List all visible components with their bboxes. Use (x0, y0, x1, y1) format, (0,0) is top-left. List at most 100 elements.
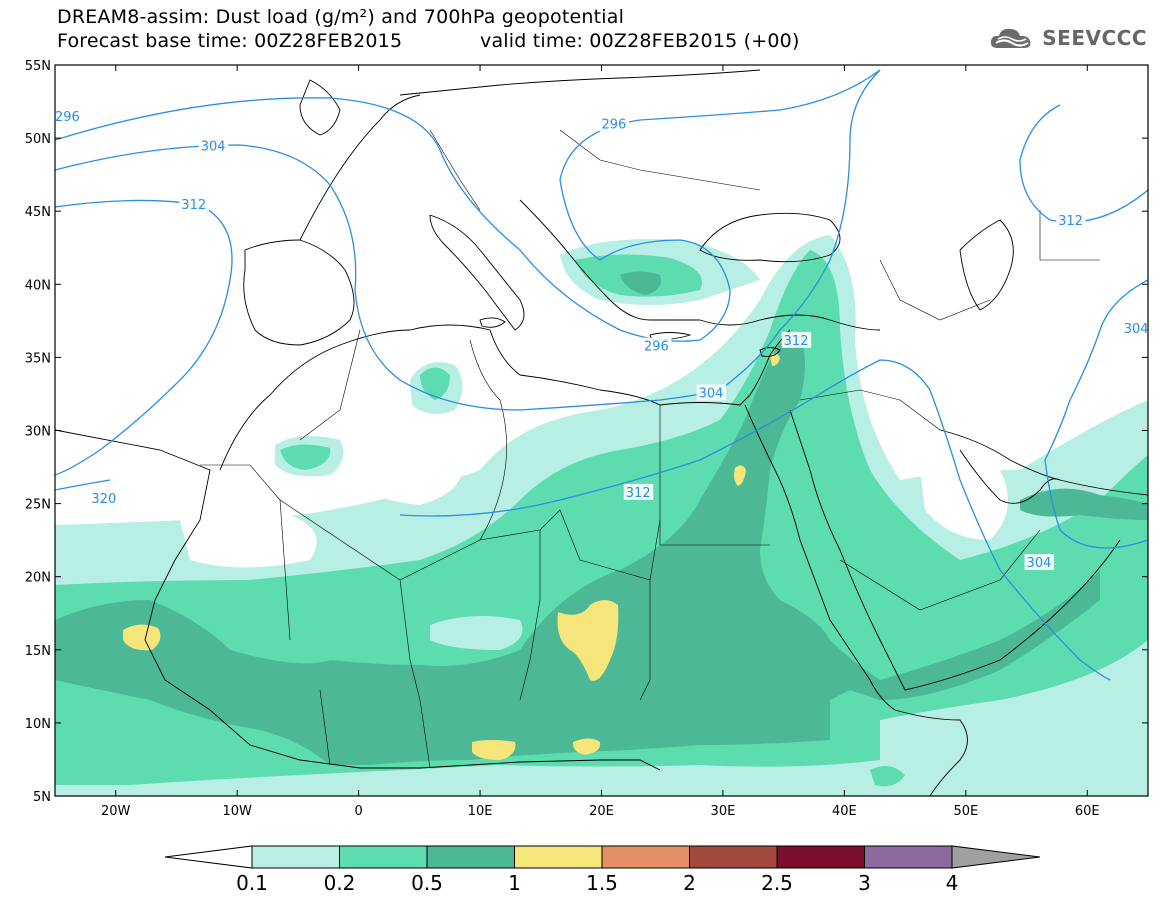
border (409, 659, 431, 769)
dust-gap-light (430, 616, 523, 650)
contour-label: 312 (1056, 211, 1086, 229)
border (299, 329, 361, 441)
lon-tick-label: 50E (953, 804, 978, 819)
dust-gap (920, 460, 1008, 540)
contour-labels: 296 296 296 304 304 304 304 312 312 312 312 320 (53, 108, 1152, 571)
dust-area-dark (55, 334, 1100, 765)
colorbar-swatch (864, 845, 953, 869)
coastline-sicily (479, 317, 506, 328)
contour-label-text: 312 (1058, 214, 1083, 229)
contour-label: 312 (781, 331, 812, 349)
colorbar-level-label: 0.2 (324, 871, 356, 895)
coastline-black-sea (699, 212, 841, 263)
contour-304 (55, 69, 881, 411)
lat-tick-label: 45N (25, 205, 51, 220)
dust-area-medium (55, 250, 1148, 785)
lat-tick-label: 50N (25, 132, 51, 147)
lon-tick-label: 40E (832, 804, 857, 819)
contour-label-text: 296 (602, 117, 627, 132)
border (200, 464, 291, 641)
coastline-france (299, 94, 421, 241)
lon-tick-label: 10E (468, 804, 493, 819)
lat-tick-label: 35N (25, 351, 51, 366)
colorbar-swatch (251, 845, 340, 869)
lat-tick-label: 10N (25, 717, 51, 732)
colorbar-level-label: 1.5 (586, 871, 618, 895)
lat-tick-label: 20N (25, 571, 51, 586)
contour-label: 304 (198, 137, 229, 154)
coastline-north-europe (399, 69, 761, 96)
coastline-red-sea-east (789, 409, 906, 691)
lon-tick-label: 10W (222, 804, 252, 819)
cloud-icon (991, 28, 1031, 48)
contour-label-text: 304 (201, 139, 226, 154)
forecast-base-time: Forecast base time: 00Z28FEB2015 (57, 30, 403, 52)
contour-label: 296 (53, 108, 83, 125)
dust-area-yellow (572, 738, 601, 755)
coastline-africa-west (55, 429, 661, 771)
contour-label: 320 (89, 489, 119, 507)
coastline-arabia-south (904, 539, 1121, 691)
contour-label: 296 (642, 337, 672, 355)
coastline-iberia (243, 239, 355, 346)
dust-load-field (55, 235, 1148, 796)
dust-gap (180, 511, 317, 568)
colorbar-swatch (776, 845, 865, 869)
dust-area-medium (420, 367, 450, 400)
contour-label: 304 (1024, 554, 1055, 571)
contour-label-text: 312 (626, 486, 651, 501)
contour-label-text: 320 (91, 492, 116, 507)
colorbar-level-label: 2.5 (761, 871, 793, 895)
border (429, 129, 481, 211)
contour-label: 304 (696, 384, 727, 401)
border (659, 405, 770, 546)
coastlines (55, 69, 1148, 796)
lat-tick-label: 25N (25, 498, 51, 513)
border (639, 580, 651, 701)
lat-tick-label: 30N (25, 425, 51, 440)
country-borders (200, 129, 1100, 769)
border (399, 509, 561, 581)
coastline-north-africa (219, 324, 751, 471)
contour-312-ne (1019, 104, 1148, 223)
border (519, 530, 541, 701)
contour-label-text: 304 (1027, 556, 1052, 571)
contour-label-text: 304 (699, 386, 724, 401)
lat-tick-label: 40N (25, 278, 51, 293)
colorbar-under-triangle (164, 845, 253, 869)
border (559, 509, 661, 581)
contour-312-main (399, 359, 1111, 681)
coastline-britain (299, 79, 341, 136)
border (839, 529, 1041, 611)
border (799, 389, 941, 431)
colorbar-swatch (514, 845, 603, 869)
dust-area-medium (870, 766, 905, 787)
coastline-red-sea-west (744, 404, 896, 711)
colorbar-swatch (339, 845, 428, 869)
colorbar-level-label: 2 (683, 871, 696, 895)
contour-label-text: 296 (55, 110, 80, 125)
colorbar-level-label: 4 (946, 871, 959, 895)
dust-gap (350, 448, 462, 505)
lon-tick-label: 60E (1075, 804, 1100, 819)
dust-area-dark (620, 271, 661, 295)
contour-label-text: 312 (181, 198, 206, 213)
contour-label-text: 296 (644, 340, 669, 355)
dust-area-yellow (770, 353, 780, 366)
contour-label-text: 312 (784, 334, 809, 349)
colorbar-swatch (426, 845, 515, 869)
dust-area-medium (280, 444, 331, 470)
coastline-iran (939, 429, 1148, 496)
lon-tick-label: 20E (589, 804, 614, 819)
colorbar-level-label: 3 (858, 871, 871, 895)
border (879, 259, 991, 321)
coastline-persian-gulf (959, 449, 1061, 504)
contour-label-text: 304 (1124, 322, 1149, 337)
contour-label: 312 (179, 195, 209, 213)
contour-304-east (1044, 279, 1148, 549)
lon-tick-label: 30E (711, 804, 736, 819)
lon-tick-label: 0 (354, 804, 362, 819)
contour-label: 304 (1121, 320, 1152, 337)
axis: 20W 10W 0 10E 20E 30E 40E 50E 60E 55N 50N 45N 40N 35N… (25, 59, 1148, 819)
coastline-horn-africa (894, 709, 968, 796)
